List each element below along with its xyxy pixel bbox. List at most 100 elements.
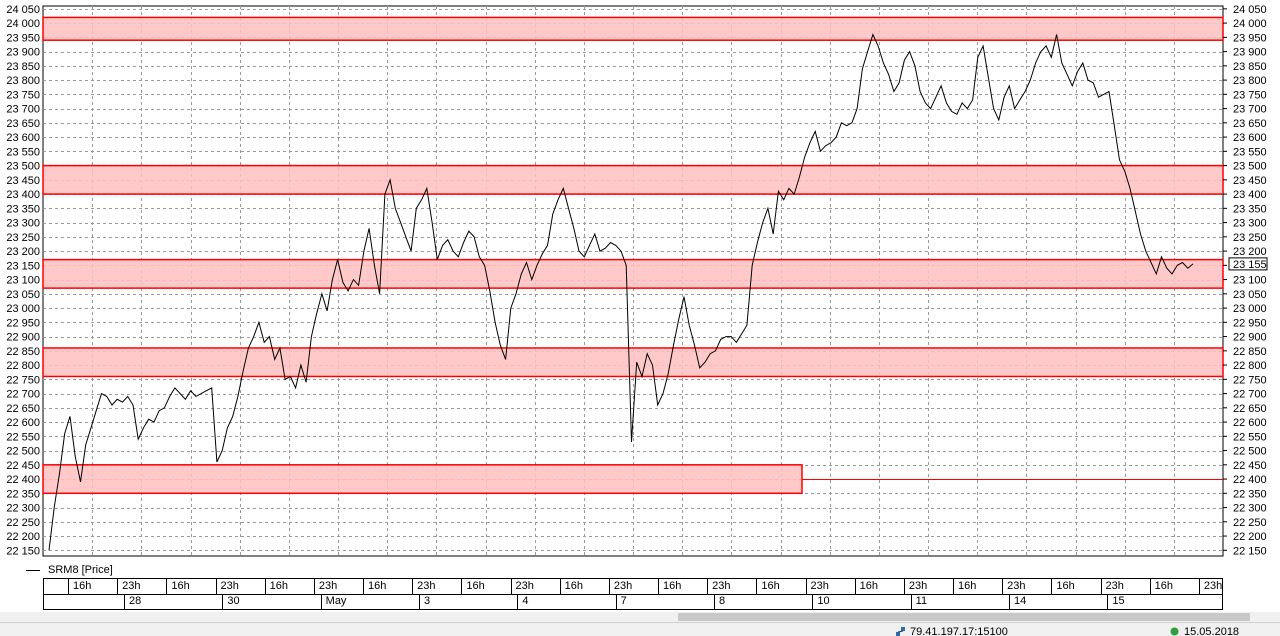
y-tick-label-left: 23 150: [6, 260, 40, 272]
y-tick-label-left: 23 100: [6, 275, 40, 287]
status-date: 15.05.2018: [1184, 626, 1240, 636]
y-tick-label-left: 22 300: [6, 503, 40, 515]
y-tick-label-right: 22 750: [1233, 374, 1267, 386]
y-tick-label-right: 23 700: [1233, 104, 1267, 116]
y-axis-right: 22 150 22 200 22 250 22 300 22 350 22 400 22 4…: [1223, 4, 1267, 557]
time-axis-hour-label: 16h: [953, 579, 1002, 594]
time-axis-hour-label: 16h: [461, 579, 510, 594]
time-axis-date-label: May: [320, 594, 419, 609]
y-tick-label-left: 22 200: [6, 531, 40, 543]
y-tick-label-right: 23 050: [1233, 289, 1267, 301]
time-axis-dates-row: 28 30 May 3 4 7 8 10 11 14 15: [44, 594, 1222, 609]
y-tick-label-left: 23 250: [6, 232, 40, 244]
y-tick-label-right: 22 650: [1233, 403, 1267, 415]
legend: SRM8 [Price]: [26, 563, 113, 577]
time-axis-hour-label: 16h: [1051, 579, 1100, 594]
time-axis-date-label: 15: [1107, 594, 1205, 609]
y-tick-label-right: 22 700: [1233, 389, 1267, 401]
y-tick-label-left: 22 350: [6, 488, 40, 500]
time-axis-date-label: 10: [812, 594, 910, 609]
time-axis-date-label: 11: [910, 594, 1009, 609]
y-tick-label-right: 24 000: [1233, 18, 1267, 30]
price-chart[interactable]: 22 150 22 200 22 250 22 300 22 350 22 400 22 4…: [0, 0, 1280, 560]
online-status-icon: [1170, 627, 1179, 636]
y-tick-label-left: 23 600: [6, 132, 40, 144]
time-axis-date-label: 28: [124, 594, 222, 609]
time-axis-hour-label: 16h: [68, 579, 117, 594]
time-axis-date-label: 3: [419, 594, 517, 609]
time-axis-hour-label: 16h: [756, 579, 805, 594]
y-tick-label-right: 23 000: [1233, 303, 1267, 315]
y-tick-label-right: 22 350: [1233, 488, 1267, 500]
y-tick-label-right: 24 050: [1233, 4, 1267, 16]
y-tick-label-right: 23 450: [1233, 175, 1267, 187]
price-zone-3: [42, 258, 1224, 289]
time-axis-date-label: 14: [1009, 594, 1107, 609]
time-axis-hour-label: 23h: [1100, 579, 1150, 594]
y-tick-label-left: 22 600: [6, 417, 40, 429]
y-tick-label-left: 22 150: [6, 545, 40, 557]
y-tick-label-left: 23 650: [6, 118, 40, 130]
y-tick-label-left: 23 850: [6, 61, 40, 73]
time-axis-hour-label: 23h: [117, 579, 166, 594]
time-axis-hour-label: 23h: [805, 579, 855, 594]
status-date-cell: 15.05.2018: [1170, 627, 1239, 636]
time-axis-hour-label: 23h: [608, 579, 658, 594]
y-tick-label-right: 22 150: [1233, 545, 1267, 557]
time-axis-hour-label: 16h: [559, 579, 609, 594]
scrollbar-thumb[interactable]: [678, 613, 1250, 621]
y-tick-label-left: 22 900: [6, 332, 40, 344]
y-tick-label-left: 23 400: [6, 189, 40, 201]
y-tick-label-right: 22 600: [1233, 417, 1267, 429]
y-tick-label-right: 22 250: [1233, 517, 1267, 529]
y-tick-label-left: 24 000: [6, 18, 40, 30]
y-tick-label-left: 22 950: [6, 317, 40, 329]
time-axis-hours-row: 16h 23h 16h 23h 16h 23h 16h 23h 16h 23h 16h 23h 16h 2…: [44, 579, 1222, 595]
y-tick-label-right: 22 550: [1233, 431, 1267, 443]
y-tick-label-left: 23 500: [6, 161, 40, 173]
time-axis-hour-label: 16h: [854, 579, 904, 594]
time-axis-hour-label: 16h: [166, 579, 215, 594]
y-tick-label-right: 23 100: [1233, 275, 1267, 287]
y-tick-label-left: 23 750: [6, 89, 40, 101]
y-tick-label-right: 23 850: [1233, 61, 1267, 73]
time-axis-hour-label: 23h: [903, 579, 953, 594]
time-axis-hour-label: 23h: [707, 579, 756, 594]
y-tick-label-right: 22 300: [1233, 503, 1267, 515]
y-tick-label-right: 23 250: [1233, 232, 1267, 244]
time-axis-hour-label: 16h: [264, 579, 314, 594]
y-tick-label-right: 23 200: [1233, 246, 1267, 258]
time-axis-hour-label: 23h: [510, 579, 560, 594]
y-tick-label-left: 23 000: [6, 303, 40, 315]
last-price-box: [1228, 257, 1268, 271]
y-tick-label-left: 22 250: [6, 517, 40, 529]
y-tick-label-left: 22 450: [6, 460, 40, 472]
y-tick-label-right: 23 400: [1233, 189, 1267, 201]
y-tick-label-right: 23 800: [1233, 75, 1267, 87]
horizontal-scrollbar[interactable]: [0, 612, 1280, 622]
y-tick-label-right: 22 450: [1233, 460, 1267, 472]
y-tick-label-left: 24 050: [6, 4, 40, 16]
y-tick-label-left: 23 300: [6, 218, 40, 230]
y-axis-left: 22 150 22 200 22 250 22 300 22 350 22 400 22 4…: [6, 4, 40, 557]
y-tick-label-left: 23 550: [6, 146, 40, 158]
y-tick-label-left: 23 350: [6, 203, 40, 215]
price-zone-4: [42, 347, 1224, 378]
time-axis-hour-label: 23h: [412, 579, 461, 594]
y-tick-label-left: 23 700: [6, 104, 40, 116]
last-price-marker: 23 155: [1228, 257, 1268, 271]
y-tick-label-right: 23 750: [1233, 89, 1267, 101]
y-tick-label-right: 22 800: [1233, 360, 1267, 372]
y-tick-label-right: 23 600: [1233, 132, 1267, 144]
y-tick-label-right: 22 850: [1233, 346, 1267, 358]
y-tick-label-left: 23 950: [6, 32, 40, 44]
price-zone-1: [42, 16, 1224, 41]
legend-series-name: SRM8 [Price]: [48, 564, 113, 576]
y-tick-label-left: 22 850: [6, 346, 40, 358]
time-axis-hour-label: 23h: [313, 579, 363, 594]
y-tick-label-right: 22 200: [1233, 531, 1267, 543]
y-tick-label-right: 23 550: [1233, 146, 1267, 158]
y-tick-label-left: 23 050: [6, 289, 40, 301]
y-tick-label-left: 23 800: [6, 75, 40, 87]
time-axis-date-label: 4: [517, 594, 615, 609]
